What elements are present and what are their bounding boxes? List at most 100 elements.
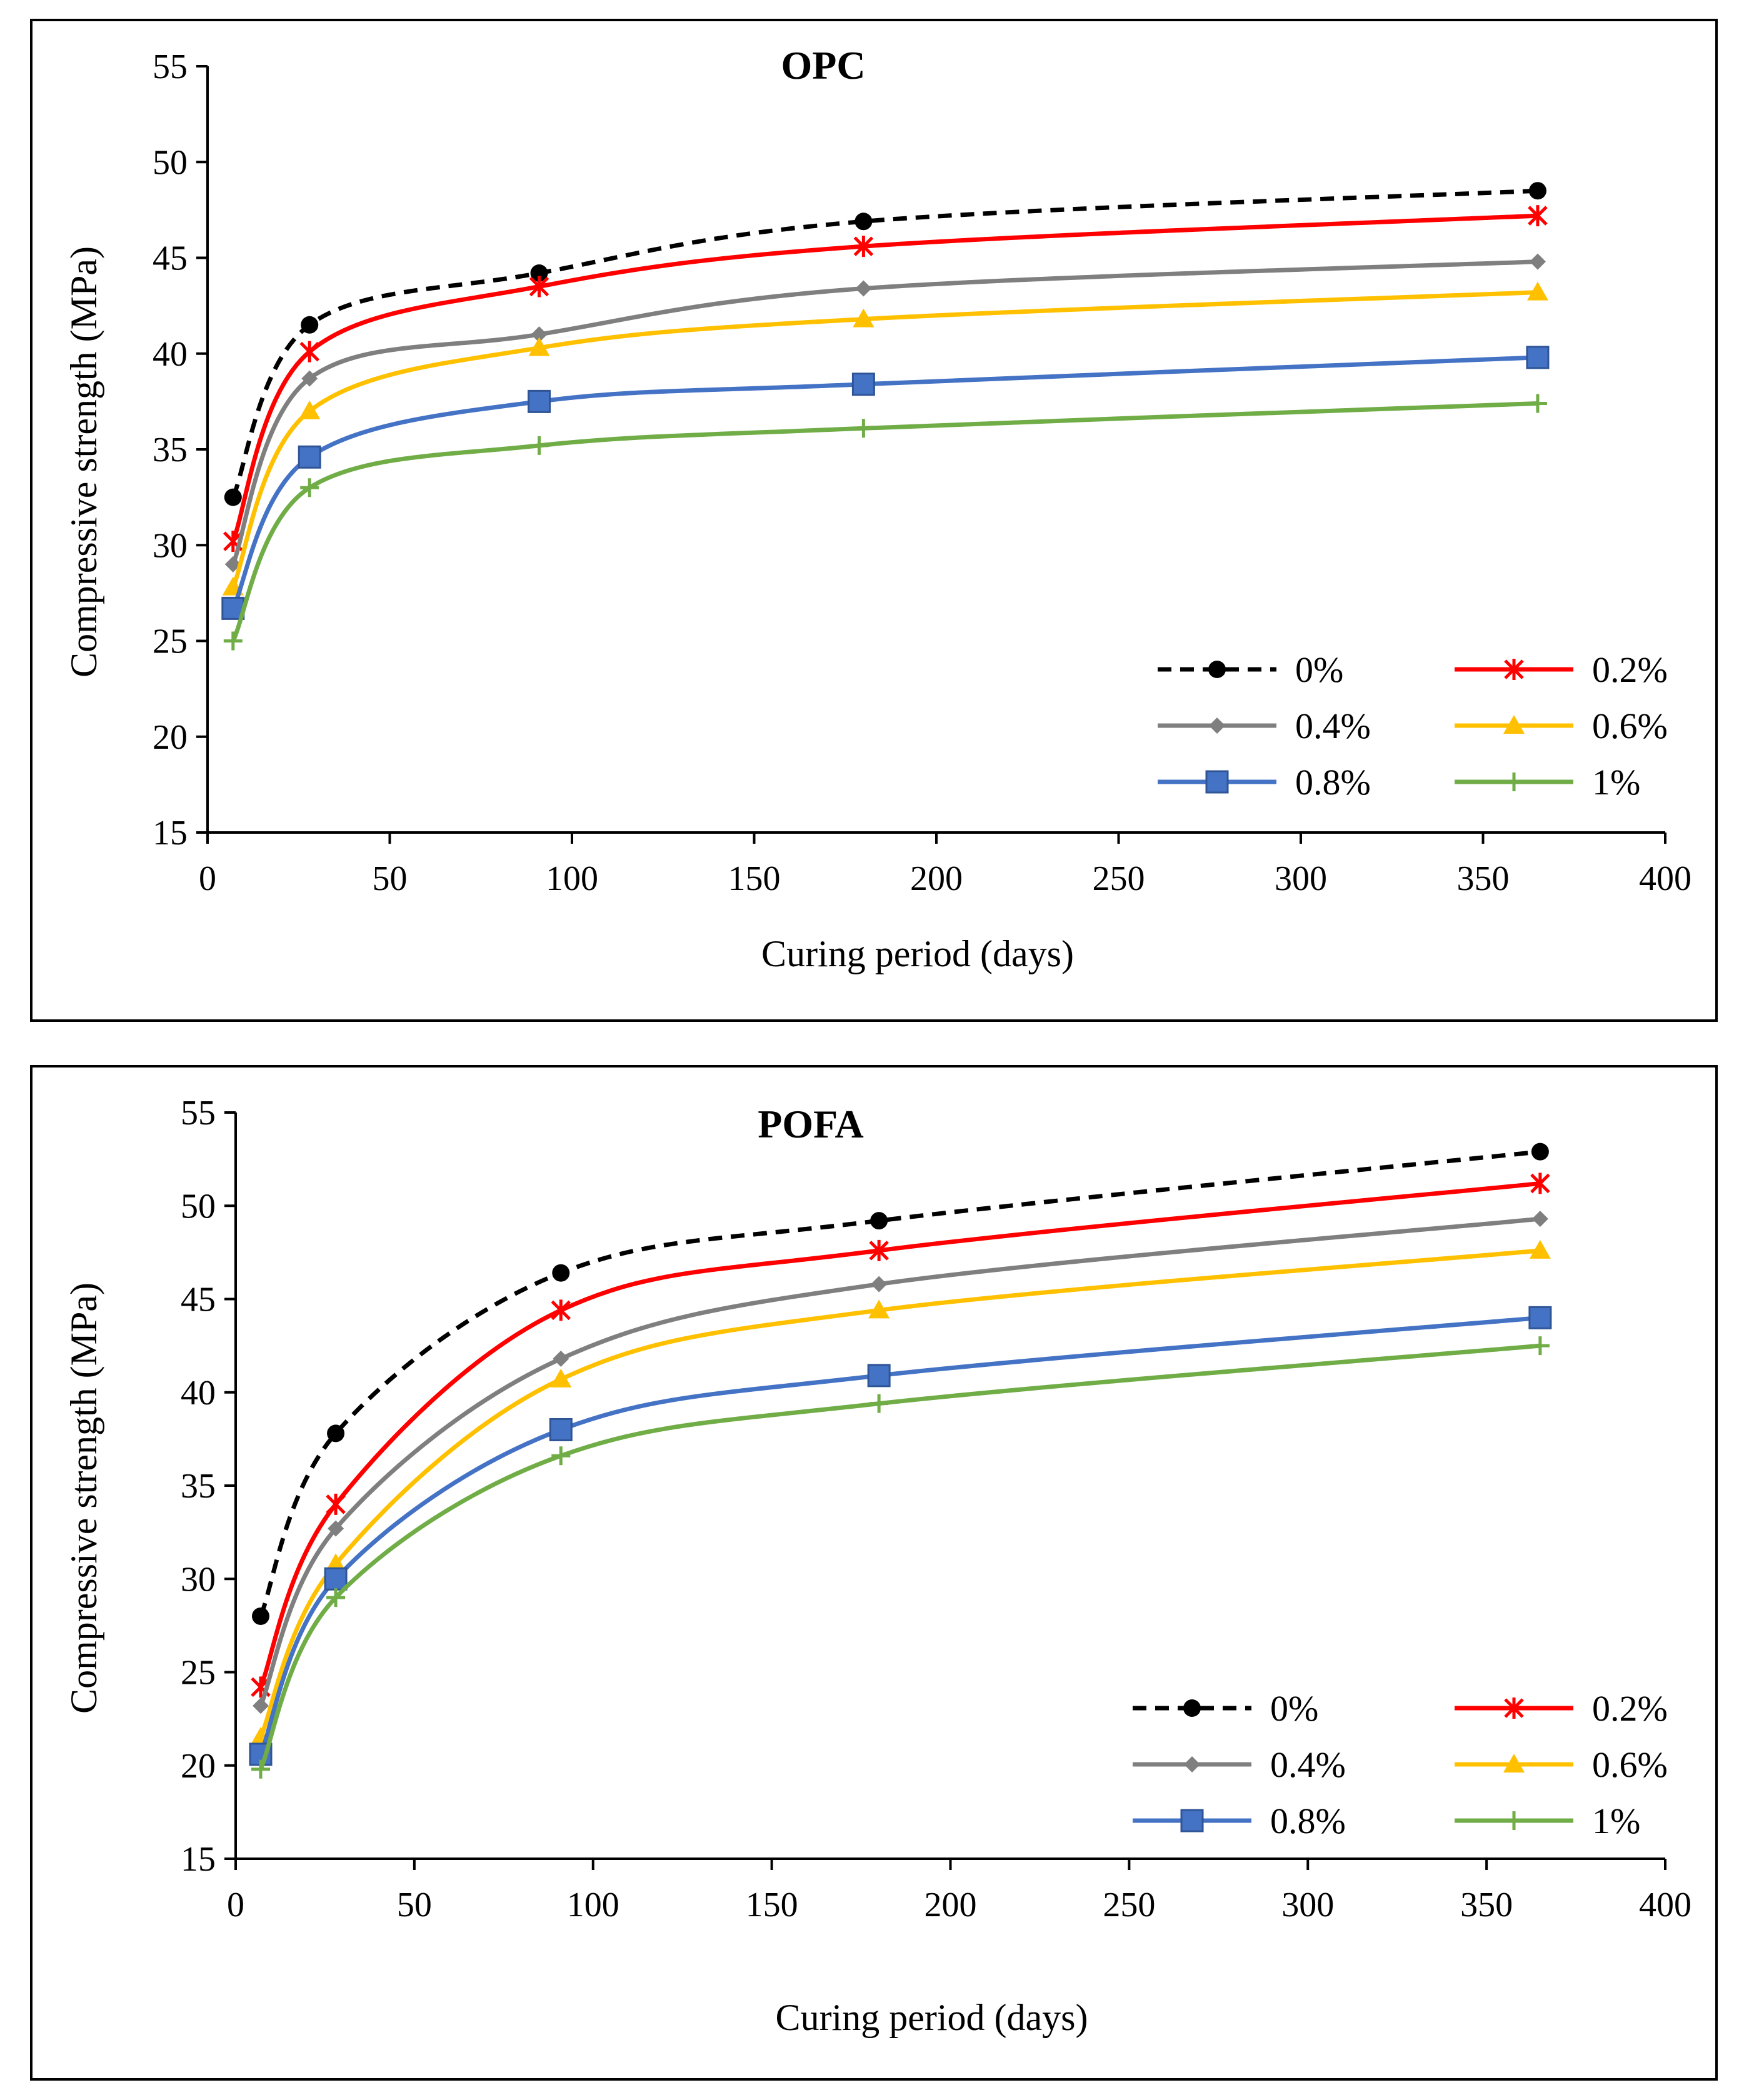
chart-0-data-point bbox=[1529, 253, 1546, 270]
chart-1-data-point bbox=[549, 1418, 573, 1441]
chart-1-series-0 bbox=[252, 1142, 1549, 1625]
chart-0-y-tick-label: 25 bbox=[153, 622, 188, 661]
chart-0-series-5 bbox=[223, 394, 1547, 651]
chart-1-y-axis-title: Compressive strength (MPa) bbox=[63, 1282, 104, 1714]
chart-1-y-tick-label: 25 bbox=[181, 1654, 216, 1692]
chart-1-y-tick-label: 45 bbox=[181, 1281, 216, 1319]
chart-1-series-5 bbox=[251, 1336, 1550, 1779]
chart-1-y-tick-label: 30 bbox=[181, 1560, 216, 1599]
chart-0-x-axis-title: Curing period (days) bbox=[761, 933, 1074, 974]
chart-0-y-tick-label: 15 bbox=[153, 814, 188, 852]
pofa-chart: 15 20 25 30 35 40 45 50 55 0 50 100 150 200 250 300 350 4… bbox=[63, 1094, 1691, 2038]
chart-0-x-tick-label: 250 bbox=[1093, 859, 1145, 898]
chart-1-series-1 bbox=[251, 1172, 1550, 1698]
chart-0-data-point bbox=[1528, 182, 1546, 200]
chart-1-data-point bbox=[869, 1239, 889, 1261]
chart-1-series-line bbox=[258, 1216, 1541, 1707]
chart-1-data-point bbox=[1531, 1142, 1549, 1161]
chart-0-y-tick-label: 45 bbox=[153, 239, 188, 278]
chart-0-data-point bbox=[528, 389, 551, 413]
chart-1-data-point bbox=[550, 1368, 572, 1388]
chart-1-legend-marker bbox=[1503, 1754, 1525, 1772]
chart-0-legend-label: 0.6% bbox=[1592, 706, 1668, 746]
chart-1-data-point bbox=[327, 1424, 345, 1442]
chart-1-data-point bbox=[324, 1567, 348, 1591]
chart-0-data-point bbox=[299, 341, 320, 362]
chart-0-series-line bbox=[231, 355, 1538, 609]
chart-0-series-line bbox=[231, 401, 1538, 642]
chart-1-data-point bbox=[326, 1588, 346, 1608]
chart-0-data-point bbox=[530, 264, 548, 282]
chart-1-data-point bbox=[869, 1394, 889, 1413]
chart-1-legend-marker bbox=[1180, 1809, 1204, 1832]
chart-1-x-tick-label: 100 bbox=[567, 1886, 619, 1924]
chart-0-legend-marker bbox=[1503, 715, 1525, 734]
chart-0-data-point bbox=[1528, 394, 1547, 413]
pofa-chart-panel: 15 20 25 30 35 40 45 50 55 0 50 100 150 200 250 300 350 4… bbox=[30, 1065, 1718, 2081]
chart-0-y-tick-label: 20 bbox=[153, 718, 188, 757]
chart-0-data-point bbox=[854, 419, 873, 438]
chart-0-x-tick-label: 150 bbox=[728, 859, 781, 898]
chart-0-y-tick-label: 50 bbox=[153, 143, 188, 182]
chart-1-x-tick-label: 250 bbox=[1103, 1886, 1155, 1924]
chart-1-legend: 0% 0.2% 0.4% 0.6% 0.8% 1% bbox=[1133, 1688, 1668, 1841]
chart-0-data-point bbox=[529, 436, 549, 455]
chart-1-data-point bbox=[1529, 1239, 1551, 1259]
chart-1-legend-label: 0.2% bbox=[1592, 1688, 1668, 1729]
chart-0-data-point bbox=[1528, 205, 1548, 227]
chart-1-legend-label: 0% bbox=[1270, 1688, 1318, 1729]
chart-1-series-line bbox=[258, 1181, 1541, 1688]
chart-0-data-point bbox=[301, 370, 318, 387]
chart-1-data-point bbox=[867, 1364, 891, 1388]
chart-0-series-line bbox=[231, 259, 1538, 566]
chart-0-data-point bbox=[1526, 346, 1550, 369]
chart-1-y-tick-label: 15 bbox=[181, 1840, 216, 1879]
chart-1-legend-marker bbox=[1505, 1811, 1523, 1830]
chart-0-series-2 bbox=[224, 253, 1546, 572]
chart-0-legend-label: 0.4% bbox=[1295, 706, 1371, 746]
chart-1-data-point bbox=[871, 1276, 888, 1292]
chart-0-data-point bbox=[854, 212, 873, 231]
chart-0-legend-label: 1% bbox=[1592, 762, 1640, 802]
chart-1-x-tick-label: 200 bbox=[925, 1886, 977, 1924]
chart-0-x-tick-label: 200 bbox=[910, 859, 963, 898]
chart-0-x-tick-label: 0 bbox=[199, 859, 216, 898]
chart-1-legend-label: 0.4% bbox=[1270, 1744, 1346, 1785]
chart-1-series-4 bbox=[249, 1306, 1552, 1766]
chart-0-title: OPC bbox=[781, 43, 865, 88]
chart-1-data-point bbox=[1530, 1336, 1550, 1356]
chart-0-x-tick-label: 50 bbox=[373, 859, 408, 898]
chart-1-legend-label: 1% bbox=[1592, 1801, 1640, 1841]
chart-0-data-point bbox=[223, 631, 243, 651]
chart-0-y-tick-label: 35 bbox=[153, 431, 188, 469]
chart-0-y-tick-label: 55 bbox=[153, 48, 188, 86]
chart-0-data-point bbox=[853, 308, 874, 328]
chart-1-legend-label: 0.8% bbox=[1270, 1801, 1346, 1841]
chart-0-data-point bbox=[851, 372, 875, 396]
chart-0-data-point bbox=[853, 236, 874, 258]
chart-1-data-point bbox=[253, 1698, 269, 1714]
chart-0-data-point bbox=[298, 445, 321, 469]
chart-0-data-point bbox=[855, 280, 872, 297]
chart-0-data-point bbox=[300, 478, 319, 498]
chart-1-y-tick-label: 55 bbox=[181, 1094, 216, 1132]
chart-0-legend-marker bbox=[1209, 718, 1225, 734]
chart-1-y-tick-label: 50 bbox=[181, 1187, 216, 1226]
chart-1-series-2 bbox=[253, 1211, 1548, 1714]
chart-1-legend-marker bbox=[1184, 1756, 1200, 1772]
chart-0-data-point bbox=[224, 488, 242, 506]
chart-1-x-tick-label: 0 bbox=[227, 1886, 244, 1924]
chart-1-data-point bbox=[251, 1759, 271, 1779]
chart-1-data-point bbox=[551, 1299, 571, 1321]
chart-1-y-tick-label: 20 bbox=[181, 1747, 216, 1786]
chart-1-data-point bbox=[1530, 1172, 1550, 1194]
opc-chart-panel: 15 20 25 30 35 40 45 50 55 0 50 100 150 200 250 300 350 4… bbox=[30, 19, 1718, 1022]
chart-0-legend: 0% 0.2% 0.4% 0.6% 0.8% 1% bbox=[1158, 649, 1668, 802]
chart-1-x-axis-title: Curing period (days) bbox=[776, 1997, 1088, 2038]
chart-0-series-line bbox=[231, 213, 1538, 542]
chart-1-legend-label: 0.6% bbox=[1592, 1744, 1668, 1785]
chart-0-data-point bbox=[301, 316, 319, 334]
chart-0-y-tick-label: 40 bbox=[153, 335, 188, 374]
chart-1-x-tick-label: 150 bbox=[746, 1886, 798, 1924]
chart-1-y-tick-label: 35 bbox=[181, 1467, 216, 1506]
